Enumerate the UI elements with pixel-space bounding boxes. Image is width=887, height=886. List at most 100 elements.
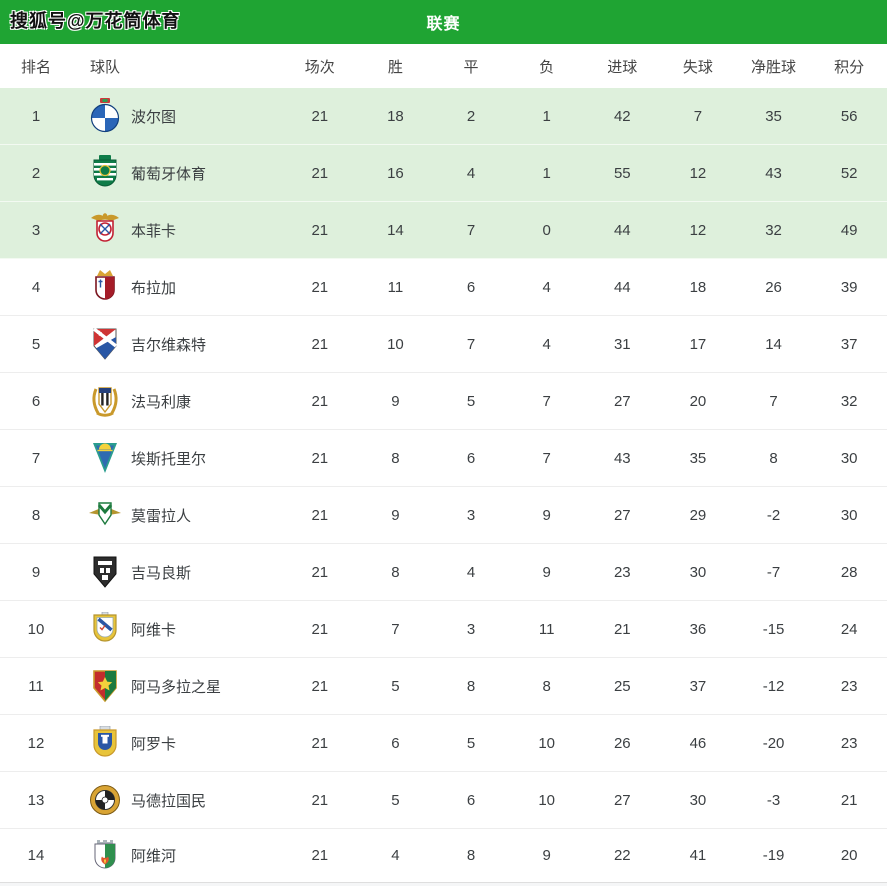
stat-cell-goal-diff: 26 (765, 278, 782, 296)
table-row: 9 吉马良斯 21 8 4 9 23 30 -7 28 (0, 544, 887, 601)
stat-cell-goal-diff: 35 (765, 107, 782, 125)
stat-cell-goals-for: 31 (613, 335, 631, 353)
stat-cell-goal-diff: 8 (769, 449, 778, 467)
team-name: 阿罗卡 (131, 735, 177, 753)
team-name: 阿维卡 (131, 621, 177, 639)
stat-cell-points: 20 (840, 847, 858, 864)
porto-crest-icon (88, 97, 122, 135)
stat-cell-played: 21 (311, 449, 329, 467)
stat-cell-points: 21 (840, 791, 858, 809)
team-name: 阿维河 (131, 848, 177, 865)
column-header-draws: 平 (463, 58, 479, 76)
stat-cell-played: 21 (311, 620, 329, 638)
rank-value: 10 (27, 620, 45, 638)
rank-value: 8 (31, 506, 41, 524)
table-row: 12 阿罗卡 21 6 5 10 26 46 -20 23 (0, 715, 887, 772)
stat-cell-wins: 7 (391, 620, 400, 638)
team-cell: 本菲卡 (72, 211, 282, 249)
stat-cell-goals-for: 27 (613, 392, 631, 410)
stat-cell-goal-diff: 14 (765, 335, 782, 353)
stat-cell-losses: 1 (542, 164, 551, 182)
stat-cell-draws: 2 (466, 107, 476, 125)
stat-cell-draws: 5 (466, 734, 476, 752)
table-row: 5 吉尔维森特 21 10 7 4 31 17 14 37 (0, 316, 887, 373)
stat-cell-draws: 6 (466, 449, 476, 467)
stat-cell-losses: 4 (542, 335, 551, 353)
stat-cell-wins: 9 (391, 392, 400, 410)
title-bar: 搜狐号@万花筒体育 联赛 (0, 0, 887, 44)
stat-cell-wins: 11 (387, 278, 404, 296)
team-cell: 阿维河 (72, 837, 282, 875)
column-header-rank: 排名 (20, 58, 51, 76)
stat-cell-losses: 1 (542, 107, 551, 125)
stat-cell-goal-diff: -12 (762, 677, 785, 695)
stat-cell-goals-for: 55 (613, 164, 631, 182)
team-name: 埃斯托里尔 (131, 450, 207, 468)
stat-cell-wins: 6 (391, 734, 400, 752)
stat-cell-wins: 5 (391, 791, 400, 809)
rank-value: 9 (31, 563, 41, 581)
stat-cell-goals-for: 25 (613, 677, 631, 695)
stat-cell-wins: 8 (391, 449, 400, 467)
rank-value: 12 (27, 734, 45, 752)
stat-cell-goals-against: 37 (689, 677, 707, 695)
stat-cell-goals-against: 12 (689, 164, 707, 182)
stat-cell-wins: 4 (391, 847, 400, 864)
column-header-played: 场次 (304, 58, 335, 76)
column-header-points: 积分 (834, 58, 865, 76)
stat-cell-points: 30 (840, 449, 858, 467)
nacional-madeira-crest-icon (88, 781, 122, 819)
column-header-wins: 胜 (387, 58, 403, 76)
stat-cell-played: 21 (311, 563, 329, 581)
column-header-goals-for: 进球 (607, 58, 638, 76)
rank-value: 2 (31, 164, 41, 182)
team-cell: 吉马良斯 (72, 553, 282, 591)
stat-cell-played: 21 (311, 278, 329, 296)
column-header-goals-against: 失球 (682, 58, 713, 76)
team-name: 法马利康 (131, 393, 192, 411)
team-cell: 阿马多拉之星 (72, 667, 282, 705)
team-cell: 莫雷拉人 (72, 496, 282, 534)
stat-cell-played: 21 (311, 164, 329, 182)
stat-cell-losses: 8 (542, 677, 551, 695)
famalicao-crest-icon (88, 382, 122, 420)
stat-cell-points: 49 (840, 221, 858, 239)
team-name: 莫雷拉人 (131, 507, 192, 525)
stat-cell-losses: 9 (542, 506, 551, 524)
stat-cell-goal-diff: 7 (769, 392, 778, 410)
stat-cell-played: 21 (311, 221, 329, 239)
rank-value: 4 (31, 278, 41, 296)
estoril-crest-icon (88, 439, 122, 477)
rank-value: 3 (31, 221, 41, 239)
stat-cell-wins: 16 (387, 164, 404, 182)
team-cell: 法马利康 (72, 382, 282, 420)
gil-vicente-crest-icon (88, 325, 122, 363)
team-cell: 阿罗卡 (72, 724, 282, 762)
stat-cell-goals-for: 44 (613, 221, 631, 239)
stat-cell-draws: 6 (466, 791, 476, 809)
stat-cell-draws: 3 (466, 506, 476, 524)
stat-cell-draws: 4 (466, 563, 476, 581)
stat-cell-goal-diff: 32 (765, 221, 782, 239)
stat-cell-goals-against: 30 (689, 791, 707, 809)
stat-cell-goals-against: 30 (689, 563, 707, 581)
column-header-losses: 负 (539, 58, 555, 76)
team-name: 吉马良斯 (131, 564, 192, 582)
stat-cell-goals-against: 36 (689, 620, 707, 638)
rank-value: 11 (28, 677, 44, 695)
stat-cell-wins: 14 (387, 221, 404, 239)
team-name: 葡萄牙体育 (131, 165, 207, 183)
table-row: 14 阿维河 21 4 8 9 22 41 -19 20 (0, 829, 887, 883)
stat-cell-goals-for: 23 (613, 563, 631, 581)
stat-cell-goals-for: 22 (613, 847, 631, 864)
stat-cell-points: 56 (840, 107, 858, 125)
arouca-crest-icon (88, 724, 122, 762)
sporting-crest-icon (88, 154, 122, 192)
stat-cell-losses: 0 (542, 221, 551, 239)
benfica-crest-icon (88, 211, 122, 249)
stat-cell-goal-diff: -15 (762, 620, 785, 638)
team-cell: 马德拉国民 (72, 781, 282, 819)
stat-cell-goals-against: 18 (689, 278, 707, 296)
stat-cell-wins: 18 (387, 107, 404, 125)
stat-cell-draws: 4 (466, 164, 476, 182)
